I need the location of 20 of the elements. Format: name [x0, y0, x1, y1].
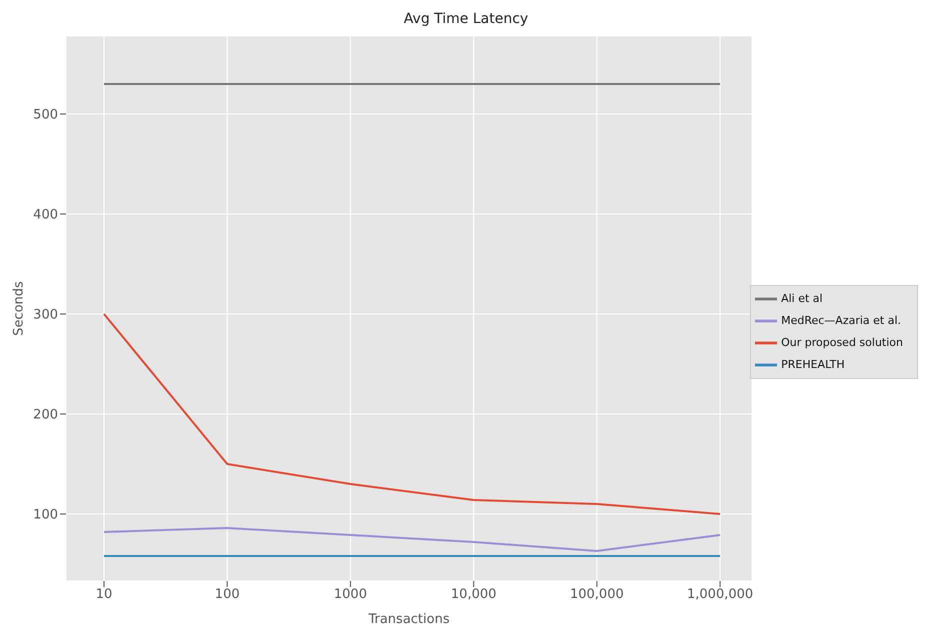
line-series [103, 313, 722, 515]
legend-label: Our proposed solution [781, 336, 903, 349]
x-tick-label: 10,000 [450, 587, 496, 602]
x-axis-title: Transactions [367, 612, 450, 627]
chart-title: Avg Time Latency [402, 10, 530, 29]
legend-label: MedRec—Azaria et al. [781, 314, 902, 327]
x-tick-label: 1,000,000 [687, 587, 754, 602]
x-tick-label: 100,000 [570, 587, 624, 602]
y-tick-label: 300 [33, 308, 58, 323]
line-series [103, 527, 722, 552]
y-tick-label: 100 [33, 508, 58, 523]
y-tick-label: 400 [33, 208, 58, 223]
x-tick-label: 10 [96, 587, 112, 602]
legend-label: PREHEALTH [781, 358, 845, 371]
y-tick-label: 500 [33, 108, 58, 123]
x-tick-label: 100 [214, 587, 240, 602]
y-tick-label: 200 [33, 408, 58, 423]
x-tick-label: 1000 [334, 587, 367, 602]
y-axis-title: Seconds [12, 280, 27, 336]
legend-label: Ali et al [781, 292, 823, 305]
